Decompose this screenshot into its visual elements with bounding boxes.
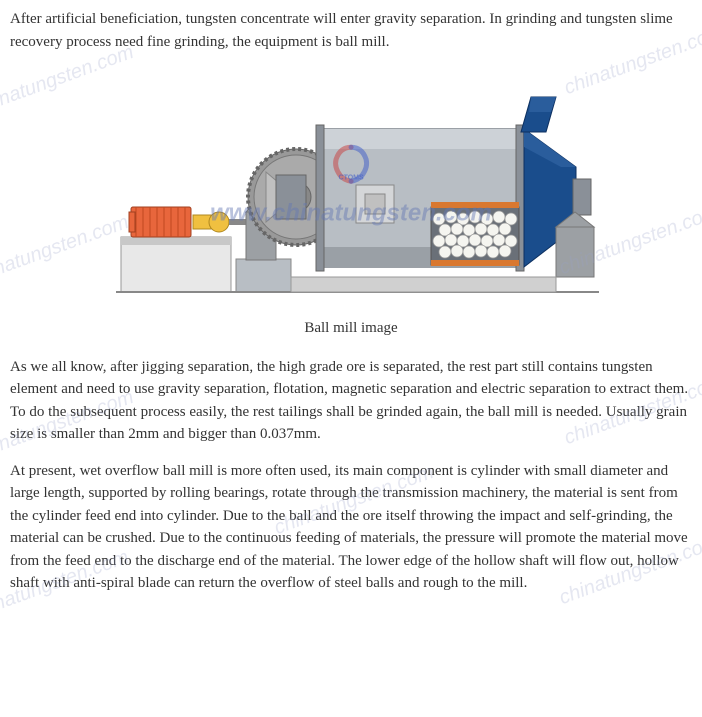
ball-mill-diagram <box>101 67 601 307</box>
ball-mill-image: CTOMS www.chinatungsten.com <box>10 67 692 307</box>
body-paragraph-1: As we all know, after jigging separation… <box>10 356 692 446</box>
body-paragraph-2: At present, wet overflow ball mill is mo… <box>10 460 692 595</box>
image-caption: Ball mill image <box>10 317 692 340</box>
intro-paragraph: After artificial beneficiation, tungsten… <box>10 8 692 53</box>
